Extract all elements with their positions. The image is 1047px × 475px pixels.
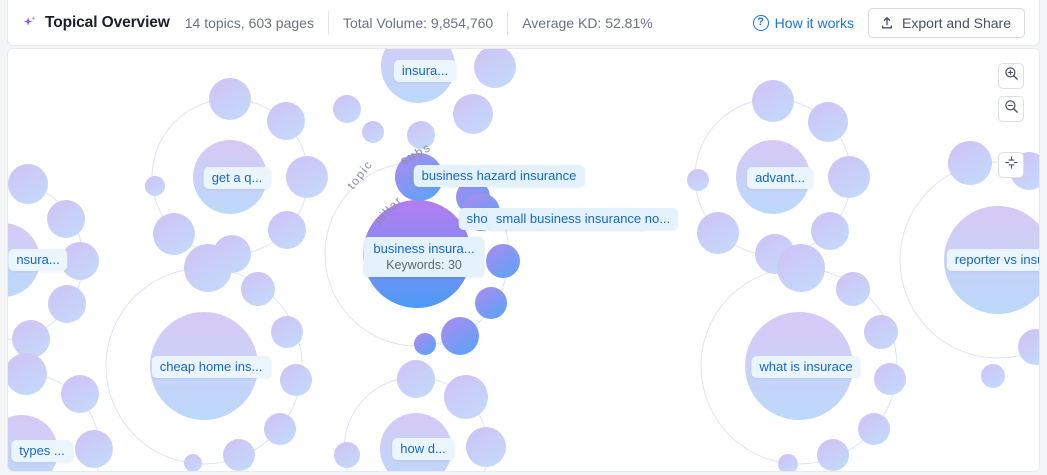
zoom-out-button[interactable]: [998, 96, 1024, 122]
question-mark-circle-icon: ?: [752, 14, 769, 31]
header-divider-1: [327, 10, 329, 35]
page-subtitle: 14 topics, 603 pages: [184, 14, 314, 31]
pillar-label-text: business insura...: [373, 241, 475, 256]
zoom-controls-spacer: [998, 129, 1024, 145]
sub-bubble: [486, 244, 520, 278]
export-and-share-button[interactable]: Export and Share: [868, 7, 1025, 38]
node-label-get-a-quote[interactable]: get a q...: [203, 167, 271, 189]
node-label-insurance-top[interactable]: insura...: [393, 60, 457, 82]
topical-overview-header: Topical Overview 14 topics, 603 pages To…: [7, 0, 1040, 46]
fit-to-screen-button[interactable]: [998, 152, 1024, 178]
sub-bubble: [475, 287, 507, 319]
pillar-keywords-count: Keywords: 30: [386, 258, 462, 272]
zoom-controls: [998, 63, 1024, 178]
average-kd-stat: Average KD: 52.81%: [522, 14, 653, 31]
sub-bubble: [414, 333, 436, 355]
node-label-how-do[interactable]: how d...: [392, 438, 454, 460]
upload-share-icon: [880, 16, 894, 30]
header-actions: ? How it works Export and Share: [752, 7, 1025, 38]
node-label-business-hazard-insurance[interactable]: business hazard insurance: [413, 165, 585, 187]
graph-layer: topic pillar subs insura... get a q... n…: [8, 49, 1039, 471]
header-divider-2: [507, 10, 509, 35]
fit-to-screen-icon: [1004, 155, 1019, 175]
zoom-out-icon: [1004, 99, 1019, 119]
export-and-share-label: Export and Share: [902, 14, 1011, 31]
page-title: Topical Overview: [45, 13, 170, 31]
how-it-works-label: How it works: [774, 14, 855, 31]
total-volume-stat: Total Volume: 9,854,760: [342, 14, 494, 31]
node-label-advantages[interactable]: advant...: [747, 167, 813, 189]
zoom-in-button[interactable]: [998, 63, 1024, 89]
node-label-reporter-vs-insurer[interactable]: reporter vs insu...: [946, 249, 1039, 271]
sparkle-icon: [22, 15, 38, 31]
orbit-rings: [8, 98, 1039, 471]
how-it-works-link[interactable]: ? How it works: [752, 14, 855, 31]
sub-bubble: [441, 317, 479, 355]
node-label-what-is-insurance[interactable]: what is insurace: [751, 356, 861, 378]
node-label-cheap-home-insurance[interactable]: cheap home ins...: [151, 356, 271, 378]
zoom-in-icon: [1004, 66, 1019, 86]
node-label-insurance-left-edge[interactable]: nsura...: [8, 249, 68, 271]
graph-canvas[interactable]: topic pillar subs insura... get a q... n…: [7, 48, 1040, 472]
node-label-business-insurance-pillar[interactable]: business insura... Keywords: 30: [363, 237, 485, 277]
page-title-group: Topical Overview 14 topics, 603 pages: [22, 14, 314, 32]
node-label-types-of[interactable]: types ...: [11, 440, 73, 462]
bubble-graph-svg: topic pillar subs: [8, 49, 1039, 471]
node-label-small-business-insurance[interactable]: small business insurance no...: [487, 208, 679, 230]
